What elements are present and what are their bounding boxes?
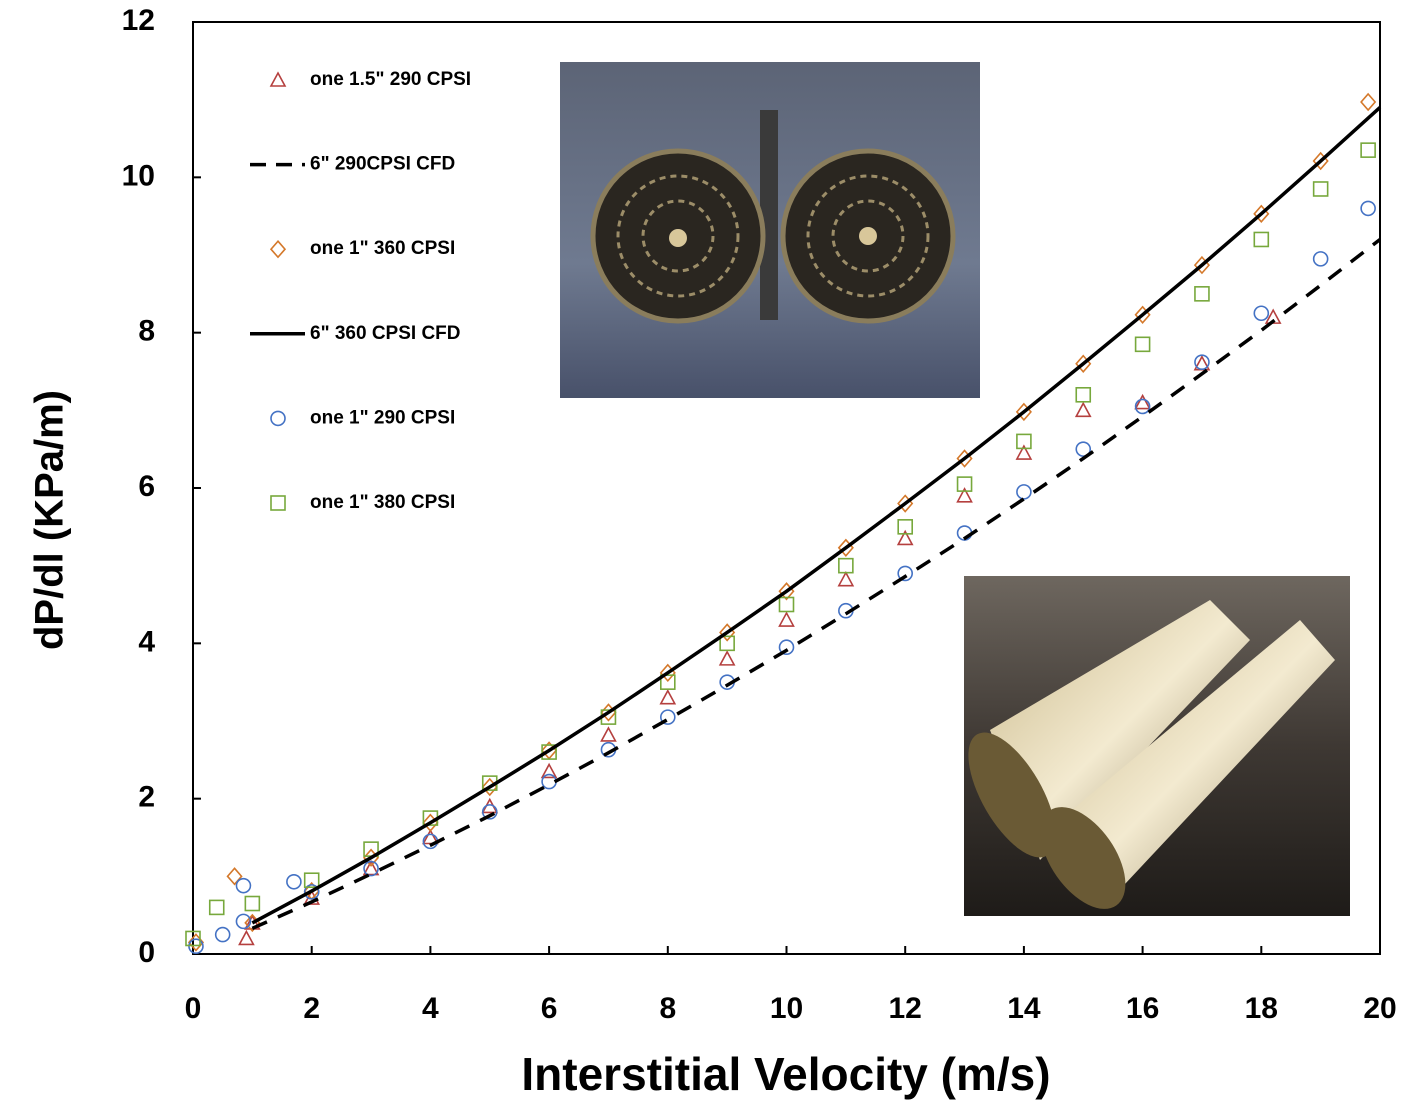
data-point <box>1015 444 1033 460</box>
y-tick-label: 12 <box>122 4 155 37</box>
legend-marker <box>269 71 287 87</box>
legend-label: 6" 290CPSI CFD <box>310 154 455 175</box>
data-point <box>1134 393 1151 410</box>
data-point <box>897 519 914 535</box>
data-point <box>838 557 854 574</box>
data-point <box>1360 142 1376 158</box>
data-point <box>1194 354 1210 370</box>
legend-marker <box>270 410 286 427</box>
y-tick-label: 4 <box>138 625 155 658</box>
x-tick-label: 16 <box>1126 992 1159 1025</box>
y-tick-label: 8 <box>138 315 155 348</box>
data-point <box>303 872 320 889</box>
cfd-line <box>251 238 1382 930</box>
x-tick-label: 4 <box>422 992 439 1025</box>
data-point <box>185 930 201 947</box>
data-point <box>896 529 914 546</box>
y-tick-label: 0 <box>138 936 155 969</box>
y-tick-label: 10 <box>122 159 155 192</box>
data-point <box>718 650 736 666</box>
data-point <box>1312 181 1329 197</box>
y-tick-label: 2 <box>138 781 155 814</box>
data-point <box>1134 336 1151 353</box>
data-point <box>208 899 225 916</box>
data-point <box>1360 92 1377 112</box>
data-point <box>1134 398 1151 415</box>
data-point <box>778 596 795 613</box>
data-point <box>1075 386 1092 403</box>
y-tick-label: 6 <box>138 470 155 503</box>
x-tick-label: 20 <box>1363 992 1396 1025</box>
data-point <box>1016 484 1032 500</box>
data-point <box>600 726 617 742</box>
x-tick-label: 0 <box>185 992 202 1025</box>
data-point <box>1360 200 1376 217</box>
data-point <box>1312 251 1329 267</box>
inset-photo-top <box>560 62 980 398</box>
x-tick-label: 12 <box>889 992 922 1025</box>
data-point <box>286 873 302 890</box>
data-point <box>1253 305 1270 322</box>
data-point <box>1074 401 1092 418</box>
x-tick-label: 14 <box>1007 992 1041 1025</box>
legend-label: one 1" 290 CPSI <box>310 407 455 428</box>
x-tick-label: 10 <box>770 992 803 1025</box>
data-point <box>363 860 379 877</box>
data-point <box>1075 441 1092 457</box>
x-tick-label: 6 <box>541 992 558 1025</box>
data-point <box>659 709 676 725</box>
data-point <box>541 773 557 790</box>
data-point <box>214 926 231 943</box>
data-point <box>1194 286 1210 302</box>
data-point <box>956 487 973 503</box>
legend-label: one 1" 360 CPSI <box>310 238 455 259</box>
data-point <box>659 674 676 690</box>
legend-label: one 1" 380 CPSI <box>310 492 455 513</box>
data-point <box>235 913 252 930</box>
legend-label: one 1.5" 290 CPSI <box>310 69 471 90</box>
data-point <box>1253 231 1270 248</box>
inset-photo-bottom <box>964 576 1350 916</box>
data-point <box>481 804 498 820</box>
data-point <box>235 877 252 894</box>
data-point <box>778 639 795 656</box>
y-axis-title: dP/dl (KPa/m) <box>28 390 72 650</box>
data-point <box>541 744 557 760</box>
data-point <box>837 570 855 587</box>
data-point <box>540 762 558 779</box>
data-point <box>226 867 243 886</box>
data-point <box>956 476 973 492</box>
data-point <box>362 859 380 876</box>
x-tick-label: 18 <box>1245 992 1278 1025</box>
legend-label: 6" 360 CPSI CFD <box>310 323 461 344</box>
x-axis-title: Interstitial Velocity (m/s) <box>521 1048 1050 1100</box>
x-tick-label: 2 <box>303 992 320 1025</box>
data-point <box>238 929 255 946</box>
data-point <box>303 884 320 900</box>
data-point <box>244 895 261 912</box>
data-point <box>659 689 677 705</box>
data-point <box>719 635 735 652</box>
legend-marker <box>270 495 286 511</box>
data-point <box>1016 433 1032 450</box>
cfd-line <box>251 106 1382 925</box>
data-point <box>778 611 795 627</box>
data-point <box>897 565 914 582</box>
legend-marker <box>269 239 287 259</box>
x-tick-label: 8 <box>659 992 676 1025</box>
